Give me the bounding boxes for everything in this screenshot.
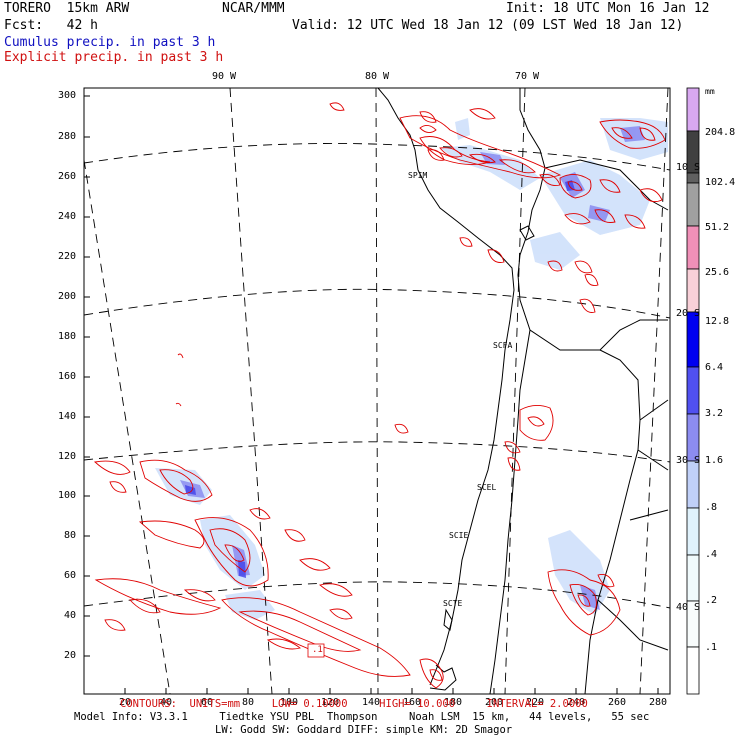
colorbar-label: .4	[705, 549, 718, 560]
colorbar-swatch-9	[686, 413, 700, 462]
y-tick-label: 140	[58, 411, 77, 422]
y-tick-label: 200	[58, 291, 77, 302]
colorbar-label: 12.8	[705, 316, 730, 327]
x-tick-label: 100	[280, 697, 299, 708]
colorbar-swatch-14	[686, 646, 700, 695]
lat-label-40s: 40 S	[676, 602, 701, 613]
colorbar-label: 25.6	[705, 267, 730, 278]
cumulus-precip-core	[180, 126, 645, 610]
colorbar-label: .8	[705, 502, 718, 513]
y-tick-label: 160	[58, 371, 77, 382]
x-tick-label: 160	[403, 697, 422, 708]
y-tick-label: 280	[58, 131, 77, 142]
lon-label-70w: 70 W	[515, 71, 540, 82]
contour-label-box	[307, 643, 325, 658]
colorbar-label: .1	[705, 642, 718, 653]
forecast-hour: Fcst: 42 h	[4, 18, 98, 33]
y-tick-label: 120	[58, 451, 77, 462]
station-label: SCIE	[449, 531, 469, 540]
station-label: SCTE	[443, 599, 463, 608]
lat-label-20s: 20 S	[676, 308, 701, 319]
x-tick-label: 80	[242, 697, 255, 708]
x-tick-label: 140	[362, 697, 381, 708]
explicit-legend: Explicit precip. in past 3 h	[4, 50, 224, 65]
x-tick-label: 280	[649, 697, 668, 708]
x-tick-label: 60	[201, 697, 214, 708]
colorbar-swatch-11	[686, 507, 700, 556]
colorbar-unit: mm	[705, 87, 715, 96]
station-label: SCFA	[493, 341, 513, 350]
lat-label-10s: 10 S	[676, 162, 701, 173]
physics-info: LW: Godd SW: Goddard DIFF: simple KM: 2D…	[215, 724, 513, 736]
colorbar	[686, 87, 700, 695]
y-tick-label: 40	[64, 610, 77, 621]
y-tick-label: 300	[58, 90, 77, 101]
graticule	[84, 88, 670, 694]
colorbar-swatch-6	[686, 268, 700, 313]
colorbar-swatch-10	[686, 460, 700, 509]
explicit-precip-contours	[93, 102, 666, 689]
station-label: SPIM	[408, 171, 428, 180]
colorbar-swatch-8	[686, 366, 700, 415]
cumulus-legend: Cumulus precip. in past 3 h	[4, 35, 216, 50]
center-title: NCAR/MMM	[222, 1, 285, 16]
valid-time: Valid: 12 UTC Wed 18 Jan 12 (09 LST Wed …	[292, 18, 684, 33]
colorbar-swatch-12	[686, 554, 700, 602]
y-tick-label: 180	[58, 331, 77, 342]
colorbar-label: 51.2	[705, 222, 730, 233]
colorbar-swatch-1	[686, 87, 700, 132]
init-time: Init: 18 UTC Mon 16 Jan 12	[506, 1, 710, 16]
colorbar-label: 102.4	[705, 177, 736, 188]
colorbar-swatch-7	[686, 311, 700, 368]
x-tick-label: 200	[485, 697, 504, 708]
colorbar-label: 1.6	[705, 455, 724, 466]
contour-value-label: .1	[312, 645, 323, 655]
lat-label-30s: 30 S	[676, 455, 701, 466]
y-tick-label: 240	[58, 211, 77, 222]
x-tick-label: 40	[160, 697, 173, 708]
y-tick-label: 100	[58, 490, 77, 501]
model-info: Model Info: V3.3.1 Tiedtke YSU PBL Thomp…	[74, 711, 650, 723]
x-ticks	[124, 688, 659, 694]
x-tick-label: 220	[526, 697, 545, 708]
y-tick-label: 80	[64, 530, 77, 541]
colorbar-swatch-3	[686, 172, 700, 184]
colorbar-label: 6.4	[705, 362, 724, 373]
colorbar-swatch-4	[686, 182, 700, 227]
lon-label-80w: 80 W	[365, 71, 390, 82]
coastline	[377, 88, 669, 694]
y-tick-label: 20	[64, 650, 77, 661]
y-tick-label: 60	[64, 570, 77, 581]
colorbar-swatch-5	[686, 225, 700, 270]
colorbar-label: 3.2	[705, 408, 724, 419]
lon-label-90w: 90 W	[212, 71, 237, 82]
model-title: TORERO 15km ARW	[4, 1, 130, 16]
x-tick-label: 260	[608, 697, 627, 708]
y-tick-label: 220	[58, 251, 77, 262]
x-tick-label: 120	[321, 697, 340, 708]
x-tick-label: 180	[444, 697, 463, 708]
y-tick-label: 260	[58, 171, 77, 182]
x-tick-label: 20	[119, 697, 132, 708]
contour-info: CONTOURS: UNITS=mm LOW= 0.10000 HIGH= 10…	[120, 698, 588, 710]
colorbar-label: .2	[705, 595, 718, 606]
colorbar-label: 204.8	[705, 127, 736, 138]
station-label: SCEL	[477, 483, 497, 492]
y-ticks	[84, 95, 90, 657]
x-tick-label: 240	[567, 697, 586, 708]
